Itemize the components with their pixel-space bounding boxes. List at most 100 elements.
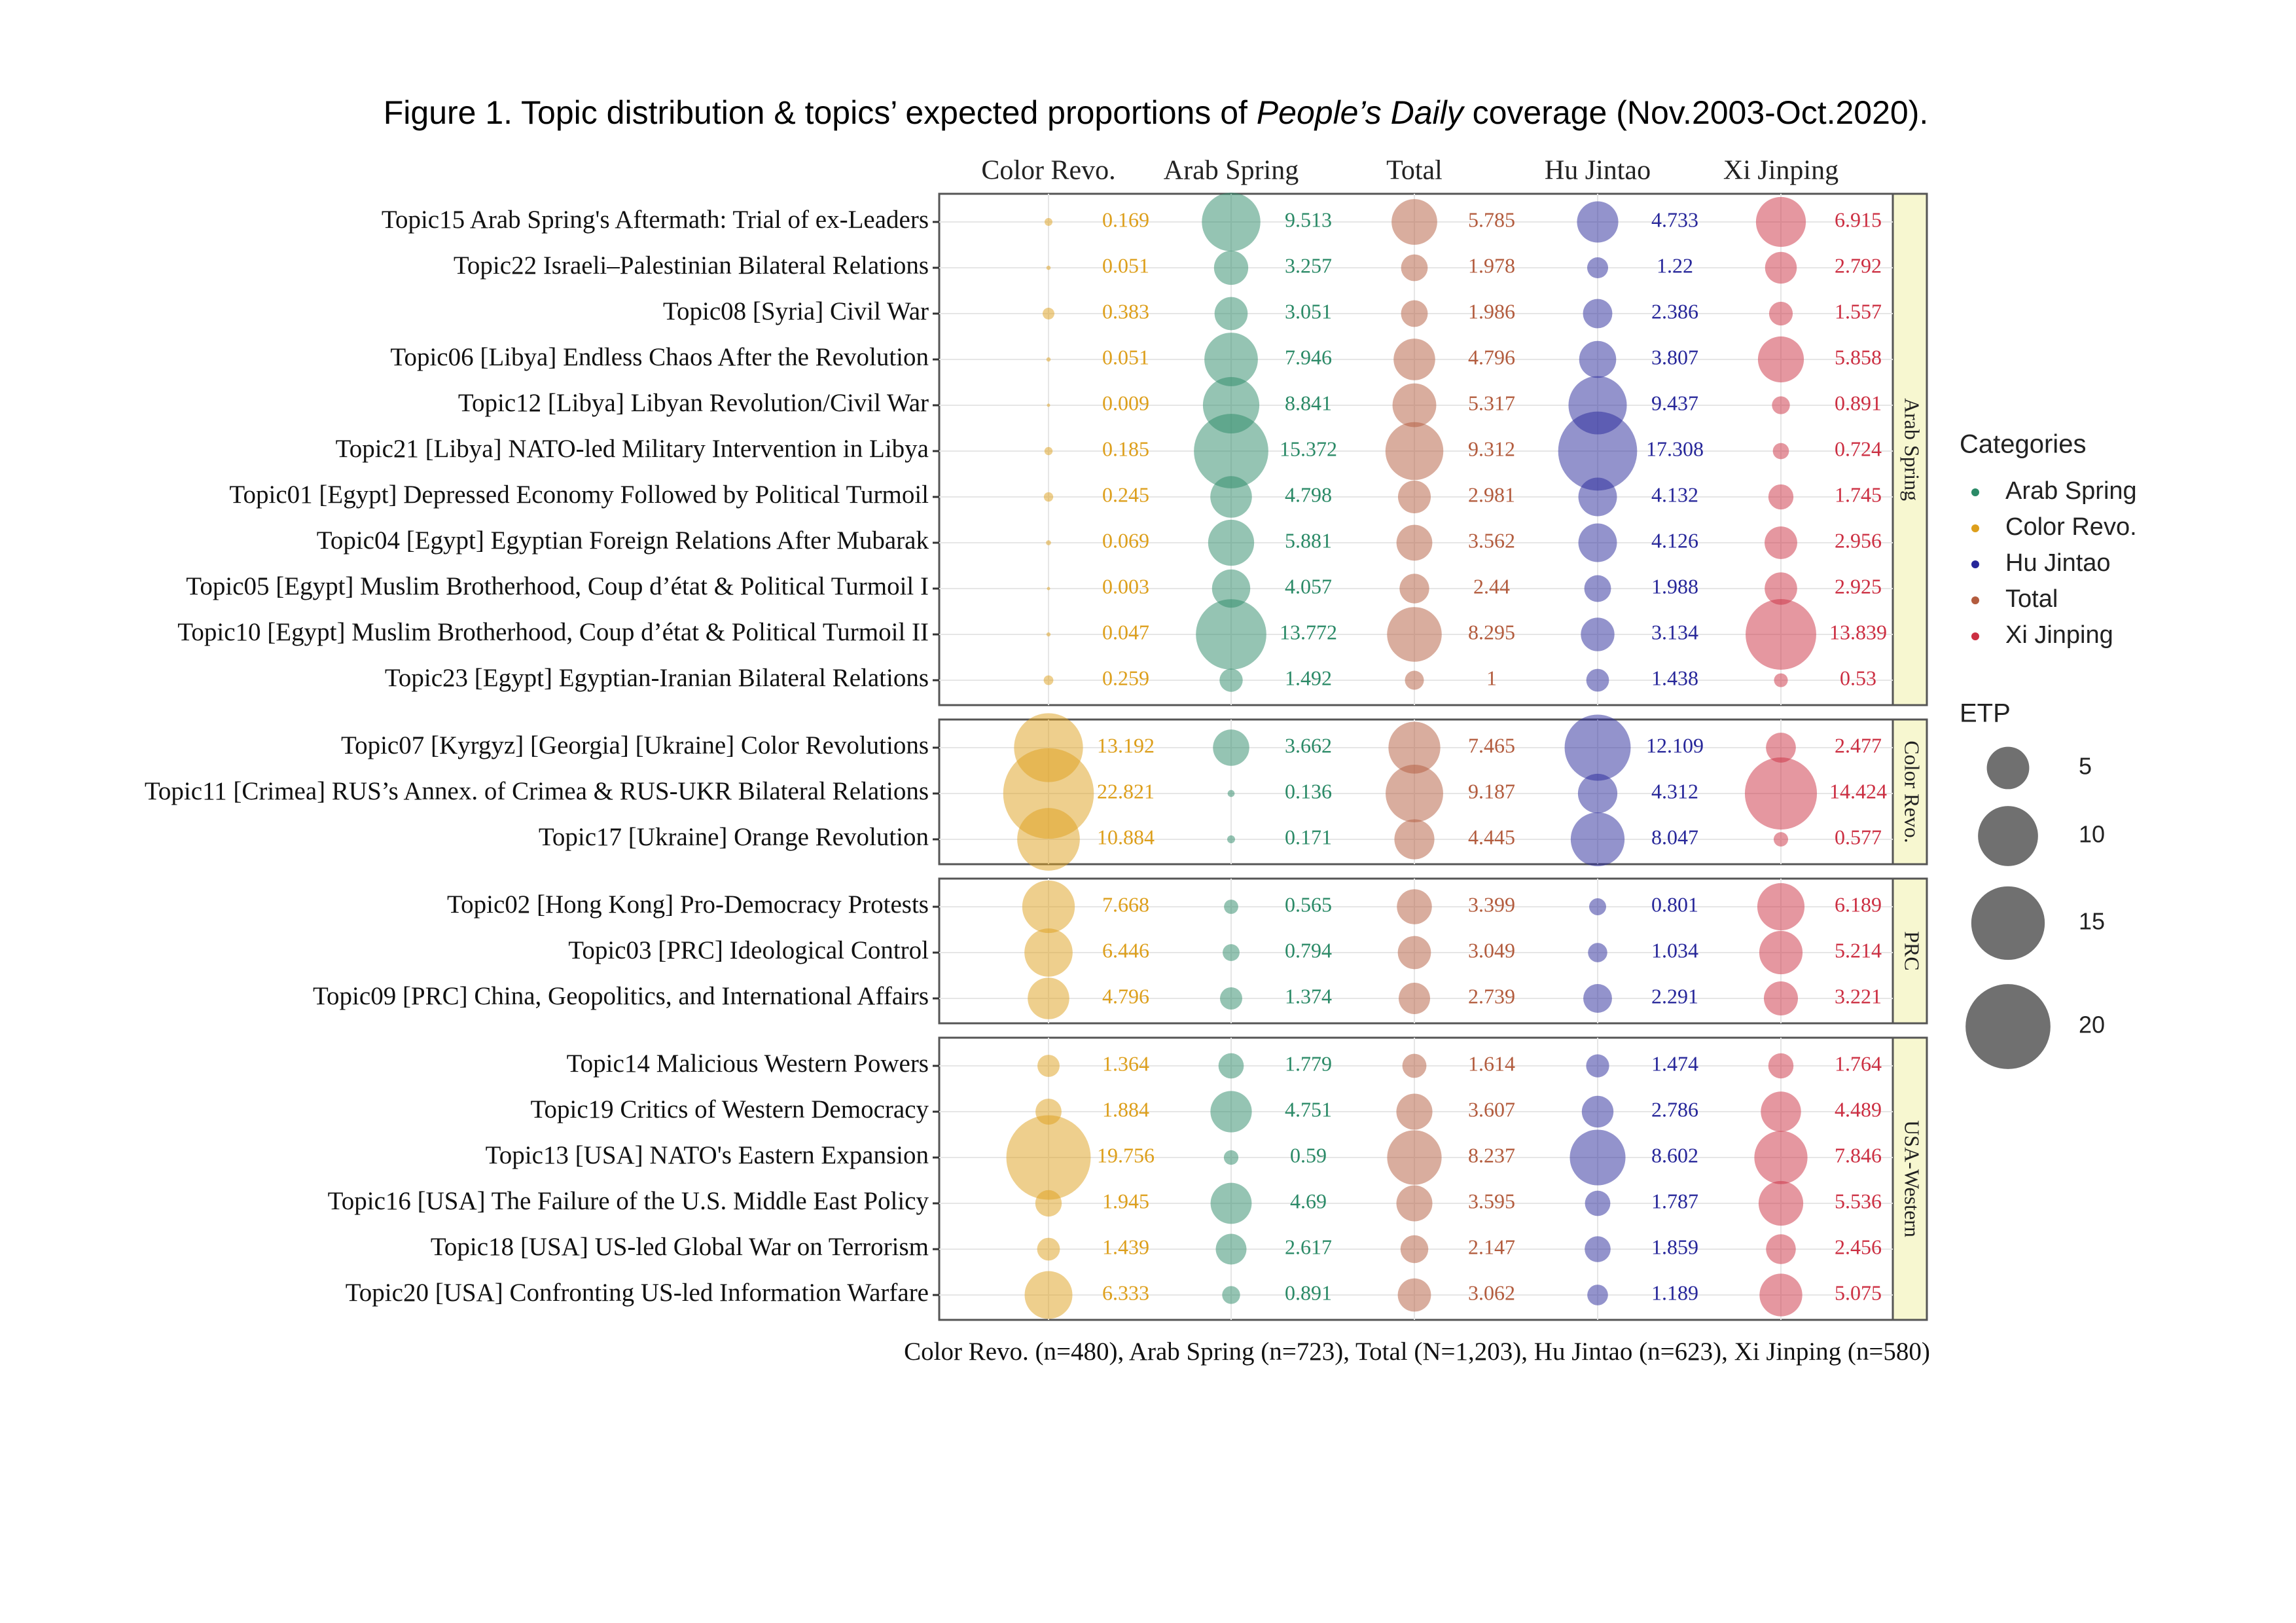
bubble	[1761, 1091, 1801, 1132]
row-label: Topic11 [Crimea] RUS’s Annex. of Crimea …	[145, 777, 929, 805]
value-label: 5.785	[1468, 208, 1515, 231]
value-label: 1.986	[1468, 299, 1515, 323]
row-label: Topic18 [USA] US-led Global War on Terro…	[431, 1233, 929, 1261]
bubble	[1585, 1236, 1611, 1262]
bubble	[1043, 308, 1054, 319]
value-label: 0.245	[1102, 483, 1149, 506]
row-label: Topic08 [Syria] Civil War	[663, 297, 929, 325]
value-label: 2.386	[1651, 299, 1698, 323]
legend-swatch	[1971, 560, 1979, 568]
bubble	[1391, 199, 1437, 245]
bubble	[1570, 812, 1625, 867]
value-label: 7.465	[1468, 733, 1515, 757]
value-label: 2.456	[1835, 1235, 1882, 1258]
bubble	[1589, 898, 1606, 915]
bubble	[1222, 1286, 1240, 1304]
bubble	[1755, 196, 1806, 247]
value-label: 4.312	[1651, 779, 1698, 803]
bubble	[1022, 880, 1075, 934]
bubble	[1397, 889, 1432, 924]
title-part: Figure 1. Topic distribution & topics’ e…	[384, 94, 1257, 131]
value-label: 3.807	[1651, 345, 1698, 369]
row-label: Topic16 [USA] The Failure of the U.S. Mi…	[328, 1187, 929, 1215]
value-label: 5.881	[1285, 528, 1332, 552]
bubble	[1765, 572, 1797, 605]
bubble	[1766, 733, 1796, 763]
legend-entry: Color Revo.	[2005, 513, 2137, 541]
bubble	[1396, 524, 1433, 561]
row-label: Topic13 [USA] NATO's Eastern Expansion	[486, 1141, 929, 1169]
panel-strip	[1892, 718, 1928, 866]
size-legend-label: 10	[2079, 821, 2105, 848]
value-label: 0.891	[1285, 1281, 1332, 1304]
bubble	[1043, 675, 1054, 685]
value-label: 8.841	[1285, 391, 1332, 414]
bubble	[1043, 492, 1054, 502]
value-label: 2.956	[1835, 528, 1882, 552]
value-label: 0.801	[1651, 892, 1698, 916]
bubble	[1035, 1190, 1062, 1217]
bubble	[1386, 765, 1443, 822]
size-legend-circle	[1971, 886, 2045, 960]
bubble	[1774, 673, 1788, 687]
value-label: 1.779	[1285, 1051, 1332, 1075]
value-label: 4.445	[1468, 825, 1515, 848]
value-label: 4.751	[1285, 1097, 1332, 1121]
bubble	[1766, 1234, 1796, 1264]
bubble	[1227, 835, 1235, 843]
value-label: 13.772	[1280, 620, 1337, 644]
size-legend-label: 20	[2079, 1012, 2105, 1038]
value-label: 1.745	[1835, 483, 1882, 506]
legend-entry: Arab Spring	[2005, 477, 2137, 505]
chart-title: Figure 1. Topic distribution & topics’ e…	[384, 94, 1929, 131]
value-label: 8.047	[1651, 825, 1698, 848]
bubble	[1044, 447, 1053, 456]
bubble	[1218, 1053, 1244, 1079]
value-label: 1.859	[1651, 1235, 1698, 1258]
value-label: 6.333	[1102, 1281, 1149, 1304]
bubble	[1579, 340, 1617, 378]
value-label: 1.978	[1468, 253, 1515, 277]
bubble	[1399, 983, 1430, 1014]
value-label: 0.185	[1102, 437, 1149, 460]
bubble	[1586, 668, 1609, 692]
row-label: Topic07 [Kyrgyz] [Georgia] [Ukraine] Col…	[341, 731, 929, 759]
size-legend-circle	[1978, 806, 2038, 866]
bubble	[1577, 773, 1618, 814]
value-label: 0.047	[1102, 620, 1149, 644]
value-label: 1.988	[1651, 574, 1698, 598]
value-label: 3.221	[1835, 984, 1882, 1008]
size-legend-label: 15	[2079, 908, 2105, 935]
value-label: 4.796	[1102, 984, 1149, 1008]
value-label: 5.214	[1835, 938, 1882, 962]
value-label: 9.312	[1468, 437, 1515, 460]
value-label: 4.489	[1835, 1097, 1882, 1121]
bubble	[1046, 265, 1051, 270]
bubble	[1213, 729, 1249, 766]
value-label: 0.565	[1285, 892, 1332, 916]
value-label: 4.132	[1651, 483, 1698, 506]
panel-strip	[1892, 1036, 1928, 1321]
value-label: 0.577	[1835, 825, 1882, 848]
value-label: 3.257	[1285, 253, 1332, 277]
row-label: Topic06 [Libya] Endless Chaos After the …	[390, 343, 929, 371]
value-label: 1.557	[1835, 299, 1882, 323]
value-label: 4.057	[1285, 574, 1332, 598]
bubble	[1210, 476, 1252, 518]
value-label: 2.147	[1468, 1235, 1515, 1258]
bubble	[1387, 1130, 1442, 1185]
value-label: 0.259	[1102, 666, 1149, 689]
value-label: 1.439	[1102, 1235, 1149, 1258]
value-label: 1.374	[1285, 984, 1332, 1008]
bubble	[1744, 757, 1818, 830]
value-label: 8.602	[1651, 1143, 1698, 1167]
bubble	[1581, 617, 1615, 651]
bubble	[1763, 981, 1799, 1016]
column-header: Total	[1386, 156, 1443, 186]
value-label: 2.617	[1285, 1235, 1332, 1258]
value-label: 6.446	[1102, 938, 1149, 962]
panel-label: Arab Spring	[1901, 398, 1924, 501]
bubble	[1584, 575, 1611, 602]
bubble	[1215, 1233, 1247, 1265]
